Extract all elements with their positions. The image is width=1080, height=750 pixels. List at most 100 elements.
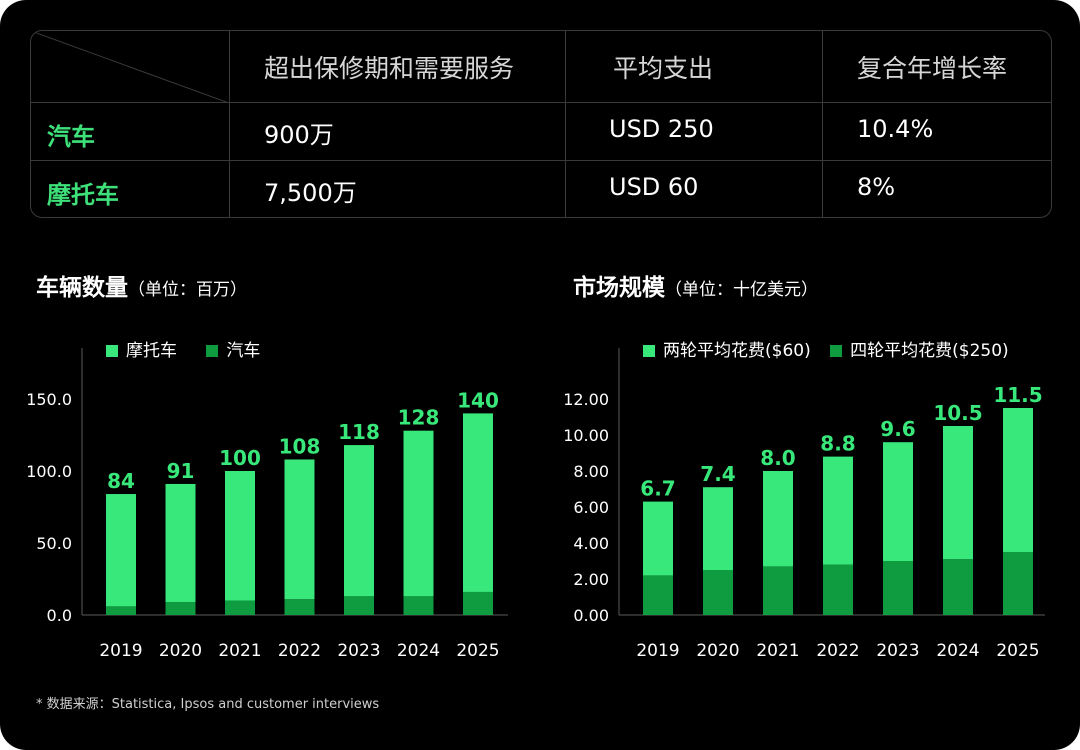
bar-total-label: 8.0 — [760, 446, 795, 470]
bar-segment-primary — [463, 413, 493, 592]
bar-total-label: 100 — [219, 446, 261, 470]
header-avg-spend: 平均支出 — [613, 54, 714, 83]
y-tick-label: 150.0 — [26, 390, 72, 409]
bar-segment-primary — [1003, 408, 1033, 552]
row-label-motorcycle: 摩托车 — [47, 181, 119, 209]
bar-segment-secondary — [344, 596, 374, 615]
bar-segment-secondary — [763, 566, 793, 615]
bar-segment-secondary — [225, 600, 255, 615]
x-tick-label: 2021 — [218, 641, 261, 661]
y-tick-label: 100.0 — [26, 462, 72, 481]
chart-title-text: 市场规模 — [573, 275, 665, 301]
bar-segment-secondary — [703, 570, 733, 615]
legend-swatch — [106, 345, 118, 357]
x-tick-label: 2024 — [397, 641, 440, 661]
bar-segment-secondary — [403, 596, 434, 615]
legend-item-four-wheel: 四轮平均花费($250) — [830, 341, 1009, 361]
x-tick-label: 2020 — [159, 641, 202, 661]
bar-total-label: 108 — [279, 434, 321, 458]
bar-segment-secondary — [284, 599, 315, 615]
bar-segment-primary — [403, 430, 434, 597]
x-tick-label: 2019 — [99, 641, 142, 661]
car-count: 900万 — [264, 121, 334, 149]
bar-total-label: 140 — [457, 388, 499, 412]
data-source-footnote: * 数据来源：Statistica, Ipsos and customer in… — [36, 697, 380, 712]
bar-total-label: 128 — [398, 406, 440, 430]
column-divider — [565, 31, 566, 217]
bar-segment-secondary — [165, 602, 196, 615]
header-out-of-warranty: 超出保修期和需要服务 — [264, 54, 515, 83]
x-tick-label: 2020 — [696, 641, 739, 661]
car-cagr: 10.4% — [857, 115, 934, 143]
bar-segment-primary — [643, 501, 673, 576]
bar-segment-primary — [943, 426, 973, 560]
row-label-car: 汽车 — [47, 123, 95, 151]
y-tick-label: 8.00 — [573, 462, 609, 481]
bar-total-label: 9.6 — [880, 417, 915, 441]
bar-segment-secondary — [1003, 552, 1033, 615]
legend-label: 汽车 — [226, 341, 261, 361]
legend-swatch — [206, 345, 219, 357]
y-tick-label: 6.00 — [573, 498, 609, 517]
market-size-title: 市场规模（单位：十亿美元） — [573, 268, 818, 302]
bar-segment-primary — [225, 471, 255, 601]
legend-label: 两轮平均花费($60) — [663, 341, 811, 361]
y-tick-label: 10.00 — [563, 426, 609, 445]
x-tick-label: 2023 — [876, 641, 919, 661]
bar-segment-secondary — [643, 575, 673, 615]
y-tick-label: 12.00 — [563, 390, 609, 409]
motorcycle-spend: USD 60 — [609, 173, 699, 201]
bar-segment-secondary — [463, 591, 493, 615]
column-divider — [229, 31, 230, 217]
motorcycle-count: 7,500万 — [264, 179, 357, 207]
legend-label: 摩托车 — [126, 341, 177, 361]
row-divider — [31, 160, 1051, 161]
summary-table: 超出保修期和需要服务 平均支出 复合年增长率 汽车 900万 USD 250 1… — [30, 30, 1052, 218]
vehicle-count-legend: 摩托车 汽车 — [106, 336, 284, 361]
legend-item-car: 汽车 — [206, 341, 260, 361]
bar-segment-primary — [703, 487, 733, 570]
y-tick-label: 0.00 — [573, 606, 609, 625]
y-tick-label: 2.00 — [573, 570, 609, 589]
bar-total-label: 118 — [338, 420, 380, 444]
x-tick-label: 2025 — [456, 641, 499, 661]
legend-item-motorcycle: 摩托车 — [106, 341, 177, 361]
x-tick-label: 2021 — [756, 641, 799, 661]
bar-total-label: 91 — [167, 459, 195, 483]
row-divider — [31, 102, 1051, 103]
x-tick-label: 2019 — [636, 641, 679, 661]
bar-total-label: 6.7 — [640, 477, 675, 501]
motorcycle-cagr: 8% — [857, 173, 896, 201]
bar-segment-secondary — [106, 606, 136, 615]
car-spend: USD 250 — [609, 115, 714, 143]
legend-swatch — [643, 345, 655, 357]
bar-segment-primary — [763, 471, 793, 567]
legend-swatch — [830, 345, 843, 357]
x-tick-label: 2022 — [278, 641, 321, 661]
bar-total-label: 10.5 — [933, 401, 982, 425]
y-tick-label: 0.0 — [47, 606, 72, 625]
header-cagr: 复合年增长率 — [857, 54, 1008, 83]
bar-segment-primary — [165, 483, 196, 603]
bar-segment-primary — [823, 456, 853, 565]
market-size-legend: 两轮平均花费($60) 四轮平均花费($250) — [643, 336, 1009, 361]
chart-title-text: 车辆数量 — [36, 275, 128, 301]
bar-total-label: 11.5 — [993, 383, 1042, 407]
column-divider — [822, 31, 823, 217]
x-tick-label: 2022 — [816, 641, 859, 661]
bar-segment-primary — [883, 442, 913, 561]
legend-label: 四轮平均花费($250) — [850, 341, 1009, 361]
bar-total-label: 7.4 — [700, 462, 735, 486]
bar-segment-secondary — [883, 561, 913, 615]
chart-unit-text: （单位：百万） — [128, 280, 247, 300]
bar-segment-secondary — [943, 559, 973, 615]
y-tick-label: 50.0 — [36, 534, 72, 553]
x-tick-label: 2025 — [996, 641, 1039, 661]
chart-unit-text: （单位：十亿美元） — [665, 280, 818, 300]
bar-segment-primary — [284, 459, 315, 600]
legend-item-two-wheel: 两轮平均花费($60) — [643, 341, 811, 361]
bar-total-label: 84 — [107, 469, 135, 493]
bar-segment-secondary — [823, 564, 853, 615]
